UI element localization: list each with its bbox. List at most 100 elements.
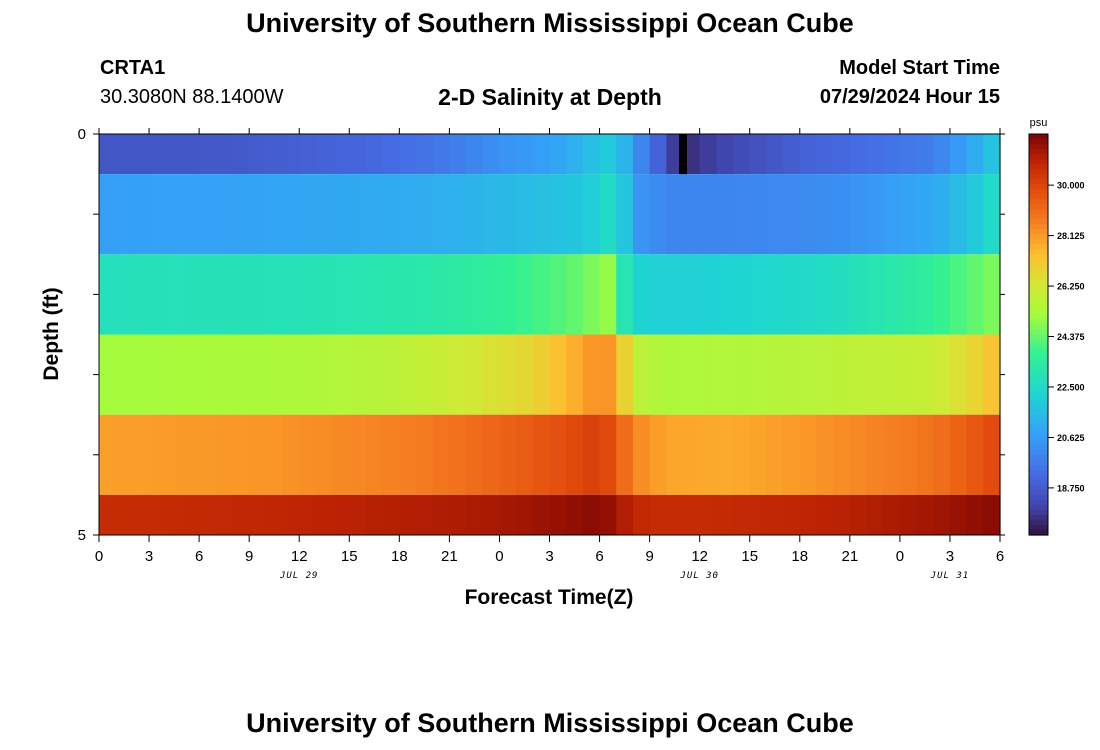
colorbar-segment: [1029, 309, 1048, 316]
heatmap-cell: [349, 334, 367, 415]
colorbar-segment: [1029, 304, 1048, 311]
colorbar-segment: [1029, 249, 1048, 255]
heatmap-cell: [966, 334, 984, 415]
heatmap-cell: [165, 254, 184, 335]
colorbar-segment: [1029, 324, 1048, 331]
heatmap-cell: [349, 174, 367, 255]
heatmap-cell: [532, 254, 551, 335]
heatmap-cell: [365, 254, 384, 335]
x-tick-label: 9: [245, 548, 253, 565]
colorbar-segment: [1029, 474, 1048, 481]
colorbar-segment: [1029, 199, 1048, 205]
heatmap-cell: [616, 134, 634, 175]
heatmap-cell: [983, 254, 1001, 335]
colorbar-segment: [1029, 134, 1048, 140]
heatmap-cell: [482, 174, 501, 255]
heatmap-cell: [432, 254, 450, 335]
heatmap-cell: [632, 254, 651, 335]
heatmap-cell: [199, 334, 217, 415]
heatmap-cell: [599, 414, 617, 495]
heatmap-cell: [682, 334, 701, 415]
heatmap-cell: [182, 174, 200, 255]
heatmap-cell: [899, 334, 918, 415]
colorbar-segment: [1029, 139, 1048, 145]
heatmap-cell: [833, 334, 851, 415]
heatmap-cell: [899, 134, 918, 175]
heatmap-cell: [649, 494, 667, 535]
colorbar-segment: [1029, 409, 1048, 416]
heatmap-cell: [315, 494, 334, 535]
heatmap-cell: [449, 334, 467, 415]
heatmap-cell: [966, 174, 984, 255]
heatmap-cell: [115, 494, 133, 535]
heatmap-cell: [833, 134, 851, 175]
heatmap-cell: [416, 174, 434, 255]
heatmap-cell: [682, 174, 701, 255]
heatmap-cell: [816, 254, 834, 335]
x-tick-label: 6: [195, 548, 203, 565]
heatmap-cell: [382, 334, 400, 415]
heatmap-cell: [299, 254, 317, 335]
heatmap-cell: [416, 134, 434, 175]
heatmap-cell: [816, 334, 834, 415]
heatmap-cell: [916, 174, 934, 255]
heatmap-cell: [532, 174, 551, 255]
heatmap-cell: [849, 174, 868, 255]
x-tick-label: 18: [391, 548, 408, 565]
heatmap-cell: [866, 414, 884, 495]
heatmap-cell: [132, 414, 150, 495]
x-tick-label: 12: [291, 548, 308, 565]
colorbar-segment: [1029, 214, 1048, 220]
heatmap-cell: [516, 174, 534, 255]
colorbar-segment: [1029, 259, 1048, 265]
heatmap-cell: [265, 134, 284, 175]
heatmap-cell: [699, 414, 717, 495]
heatmap-cell: [933, 134, 951, 175]
heatmap-cell: [132, 174, 150, 255]
heatmap-cell: [282, 414, 300, 495]
heatmap-cell: [265, 494, 284, 535]
heatmap-cell: [833, 254, 851, 335]
heatmap-cell: [382, 494, 400, 535]
y-axis-label: Depth (ft): [40, 287, 63, 380]
heatmap-cell: [933, 334, 951, 415]
heatmap-cell: [899, 254, 918, 335]
heatmap-cell: [215, 494, 234, 535]
heatmap-cell: [332, 334, 350, 415]
heatmap-cell: [766, 334, 784, 415]
heatmap-cell: [449, 174, 467, 255]
heatmap-cell: [215, 134, 234, 175]
heatmap-cell: [733, 414, 751, 495]
heatmap-cell: [365, 134, 384, 175]
colorbar-segment: [1029, 469, 1048, 476]
heatmap-cell: [582, 174, 601, 255]
heatmap-cell: [365, 494, 384, 535]
heatmap-cell: [566, 254, 584, 335]
colorbar-segment: [1029, 279, 1048, 285]
heatmap-cell: [783, 134, 801, 175]
colorbar-segment: [1029, 284, 1048, 290]
heatmap-cell: [666, 414, 684, 495]
heatmap-cell: [299, 174, 317, 255]
colorbar-segment: [1029, 314, 1048, 321]
heatmap-cell: [649, 254, 667, 335]
heatmap-cell: [949, 254, 968, 335]
heatmap-cell: [182, 494, 200, 535]
colorbar-segment: [1029, 419, 1048, 426]
heatmap-cell: [599, 254, 617, 335]
heatmap-cell: [966, 254, 984, 335]
x-tick-label: 15: [341, 548, 358, 565]
heatmap-cell: [549, 334, 567, 415]
y-axis: 05: [78, 126, 1005, 544]
heatmap-cell: [182, 334, 200, 415]
colorbar-segment: [1029, 484, 1048, 491]
heatmap-cell: [582, 494, 601, 535]
heatmap-cell: [916, 494, 934, 535]
x-axis-label: Forecast Time(Z): [465, 586, 634, 609]
colorbar-segment: [1029, 359, 1048, 366]
x-tick-label: 12: [691, 548, 708, 565]
heatmap-cell: [899, 414, 918, 495]
x-tick-label: 3: [145, 548, 153, 565]
x-tick-label: 21: [841, 548, 858, 565]
heatmap-cell: [449, 414, 467, 495]
